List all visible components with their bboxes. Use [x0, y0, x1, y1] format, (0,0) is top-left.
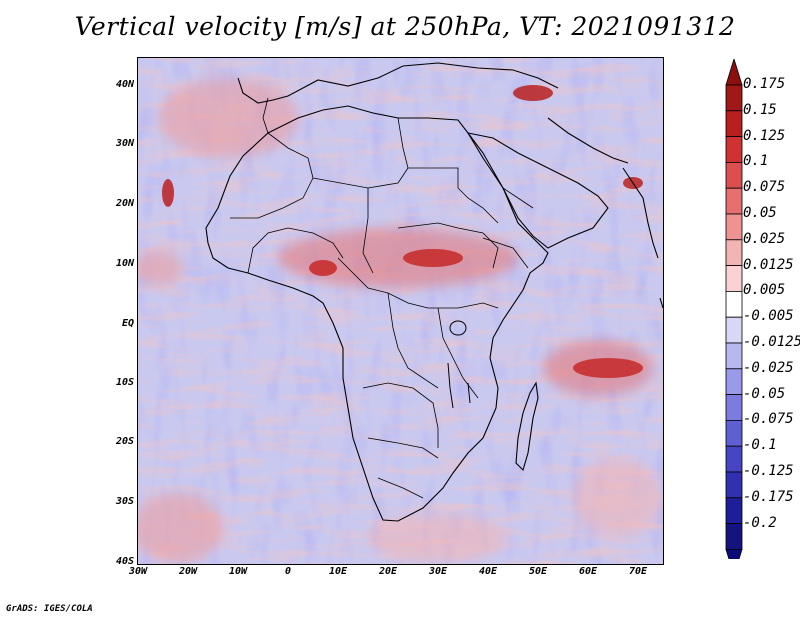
lon-label-0: 0	[284, 566, 292, 577]
colorbar-label: -0.175	[743, 488, 794, 505]
lon-label-60e: 60E	[578, 566, 598, 577]
lon-label-50e: 50E	[528, 566, 548, 577]
colorbar-box	[725, 84, 743, 112]
colorbar-label: -0.2	[743, 514, 777, 531]
colorbar-label: 0.005	[743, 282, 786, 299]
colorbar-box	[725, 110, 743, 137]
lat-label-eq: EQ	[121, 318, 134, 329]
colorbar-label: 0.125	[743, 127, 786, 144]
grads-credit: GrADS: IGES/COLA	[6, 604, 93, 614]
colorbar-label: 0.1	[743, 153, 769, 170]
lat-label-30s: 30S	[115, 496, 134, 507]
map-panel	[137, 57, 664, 565]
colorbar-label: -0.025	[743, 359, 794, 376]
colorbar-box	[725, 290, 743, 318]
colorbar-label: -0.005	[743, 308, 794, 325]
lon-label-20e: 20E	[378, 566, 398, 577]
colorbar-box	[725, 187, 743, 215]
plot-title: Vertical velocity [m/s] at 250hPa, VT: 2…	[74, 12, 736, 41]
colorbar-box	[725, 523, 743, 550]
lat-label-30n: 30N	[115, 138, 134, 149]
lon-label-30w: 30W	[128, 566, 148, 577]
colorbar-label: 0.025	[743, 230, 786, 247]
colorbar-box	[725, 394, 743, 421]
colorbar-box	[725, 162, 743, 189]
colorbar	[725, 59, 743, 559]
colorbar-box	[725, 136, 743, 163]
lakes	[447, 320, 471, 409]
colorbar-label: -0.125	[743, 463, 794, 479]
colorbar-box	[725, 342, 743, 370]
colorbar-bottom-tip	[725, 548, 743, 559]
colorbar-top-tip	[725, 59, 743, 86]
coastlines	[205, 62, 663, 522]
colorbar-box	[725, 497, 743, 524]
lat-label-40n: 40N	[115, 79, 134, 90]
colorbar-label: -0.1	[743, 437, 777, 454]
country-borders	[230, 97, 534, 499]
colorbar-box	[725, 445, 743, 473]
colorbar-box	[725, 316, 743, 344]
colorbar-label: -0.0125	[743, 334, 800, 350]
colorbar-box	[725, 265, 743, 292]
colorbar-label: 0.0125	[743, 256, 794, 273]
colorbar-label: 0.175	[743, 76, 786, 92]
lat-label-10s: 10S	[115, 377, 134, 388]
colorbar-box	[725, 239, 743, 267]
lon-label-20w: 20W	[178, 566, 198, 577]
lon-label-10w: 10W	[228, 566, 248, 577]
colorbar-box	[725, 471, 743, 499]
lon-label-30e: 30E	[428, 566, 448, 577]
lat-label-40s: 40S	[115, 556, 134, 567]
colorbar-label: 0.05	[743, 205, 777, 221]
colorbar-box	[725, 419, 743, 447]
colorbar-label: -0.05	[743, 385, 786, 402]
lon-label-70e: 70E	[628, 566, 648, 577]
lat-label-20s: 20S	[115, 436, 134, 447]
colorbar-box	[725, 213, 743, 241]
colorbar-label: 0.075	[743, 179, 786, 196]
strong-ascent-spots	[162, 85, 643, 378]
lat-label-10n: 10N	[115, 258, 134, 269]
colorbar-box	[725, 368, 743, 395]
lat-label-20n: 20N	[115, 198, 134, 209]
lon-label-10e: 10E	[328, 566, 348, 577]
lon-label-40e: 40E	[478, 566, 498, 577]
colorbar-label: 0.15	[743, 101, 777, 118]
colorbar-label: -0.075	[743, 411, 794, 428]
